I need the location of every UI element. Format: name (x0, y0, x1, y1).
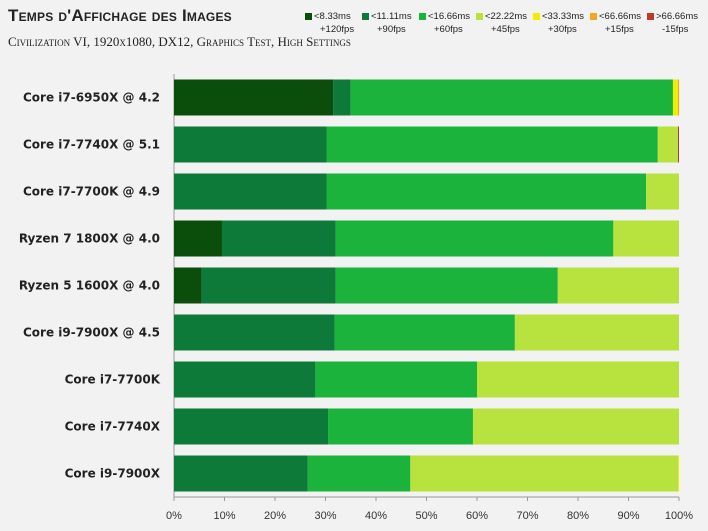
x-tick-label: 70% (516, 510, 538, 522)
bar-segment (335, 220, 614, 257)
bar-segment (677, 126, 679, 163)
category-label: Ryzen 7 1800X @ 4.0 (19, 232, 160, 246)
bar-segment (174, 220, 222, 257)
chart-title: Temps d'Affichage des Images (8, 6, 232, 25)
bar-segment (677, 79, 679, 116)
bar-segment (326, 173, 647, 210)
legend-sublabel: +30fps (548, 24, 577, 35)
legend-sublabel: +90fps (377, 24, 406, 35)
legend-swatch (647, 13, 654, 20)
legend-swatch (419, 13, 426, 20)
category-label: Core i7-7740X (65, 420, 161, 434)
bar-segment (672, 79, 678, 116)
category-label: Core i7-7700K @ 4.9 (23, 185, 160, 199)
bar-segment (315, 361, 477, 398)
bar-segment (174, 408, 329, 445)
x-tick-label: 80% (567, 510, 589, 522)
x-tick-label: 20% (264, 510, 286, 522)
bar-segment (174, 126, 327, 163)
legend-sublabel: +45fps (491, 24, 520, 35)
x-tick-label: 30% (314, 510, 336, 522)
bar-segment (333, 79, 351, 116)
legend-label: >66.66ms (656, 11, 698, 22)
bar-segment (174, 267, 202, 304)
category-label: Core i7-6950X @ 4.2 (23, 91, 160, 105)
category-label: Ryzen 5 1600X @ 4.0 (19, 279, 160, 293)
bar-segment (335, 267, 558, 304)
category-label: Core i9-7900X (65, 467, 161, 481)
x-tick-label: 100% (665, 510, 693, 522)
legend-sublabel: -15fps (662, 24, 689, 35)
legend-label: <33.33ms (542, 11, 584, 22)
legend-label: <11.11ms (371, 11, 412, 22)
bar-segment (472, 408, 679, 445)
legend-sublabel: +60fps (434, 24, 463, 35)
bar-segment (307, 455, 411, 492)
category-label: Core i7-7740X @ 5.1 (23, 138, 160, 152)
bar-segment (174, 361, 316, 398)
legend-swatch (476, 13, 483, 20)
bar-segment (221, 220, 336, 257)
x-tick-label: 40% (365, 510, 387, 522)
bar-segment (477, 361, 679, 398)
legend-swatch (305, 13, 312, 20)
legend-label: <8.33ms (314, 11, 351, 22)
x-tick-label: 50% (415, 510, 437, 522)
legend-label: <16.66ms (428, 11, 470, 22)
chart-legend: <8.33ms +120fps <11.11ms +90fps <16.66ms +60f… (305, 10, 705, 46)
bar-segment (514, 314, 679, 351)
bar-segment (326, 126, 658, 163)
bar-segment (328, 408, 473, 445)
bar-segment (613, 220, 679, 257)
legend-label: <22.22ms (485, 11, 527, 22)
bar-segment (174, 79, 334, 116)
bar-segment (677, 455, 679, 492)
bar-segment (557, 267, 679, 304)
legend-label: <66.66ms (599, 11, 641, 22)
category-label: Core i7-7700K (65, 373, 161, 387)
bar-segment (174, 455, 308, 492)
bar-segment (410, 455, 678, 492)
legend-swatch (590, 13, 597, 20)
x-tick-label: 90% (617, 510, 639, 522)
chart-subtitle: Civilization VI, 1920x1080, DX12, Graphi… (8, 34, 351, 49)
bar-segment (350, 79, 673, 116)
x-tick-label: 0% (166, 510, 182, 522)
legend-swatch (362, 13, 369, 20)
bar-segment (657, 126, 678, 163)
legend-sublabel: +15fps (605, 24, 634, 35)
bar-segment (174, 173, 327, 210)
category-label: Core i9-7900X @ 4.5 (23, 326, 160, 340)
x-tick-label: 60% (466, 510, 488, 522)
bar-segment (646, 173, 679, 210)
legend-sublabel: +120fps (320, 24, 355, 35)
legend-swatch (533, 13, 540, 20)
x-tick-label: 10% (213, 510, 235, 522)
bar-segment (201, 267, 336, 304)
bar-segment (334, 314, 515, 351)
bar-segment (174, 314, 335, 351)
